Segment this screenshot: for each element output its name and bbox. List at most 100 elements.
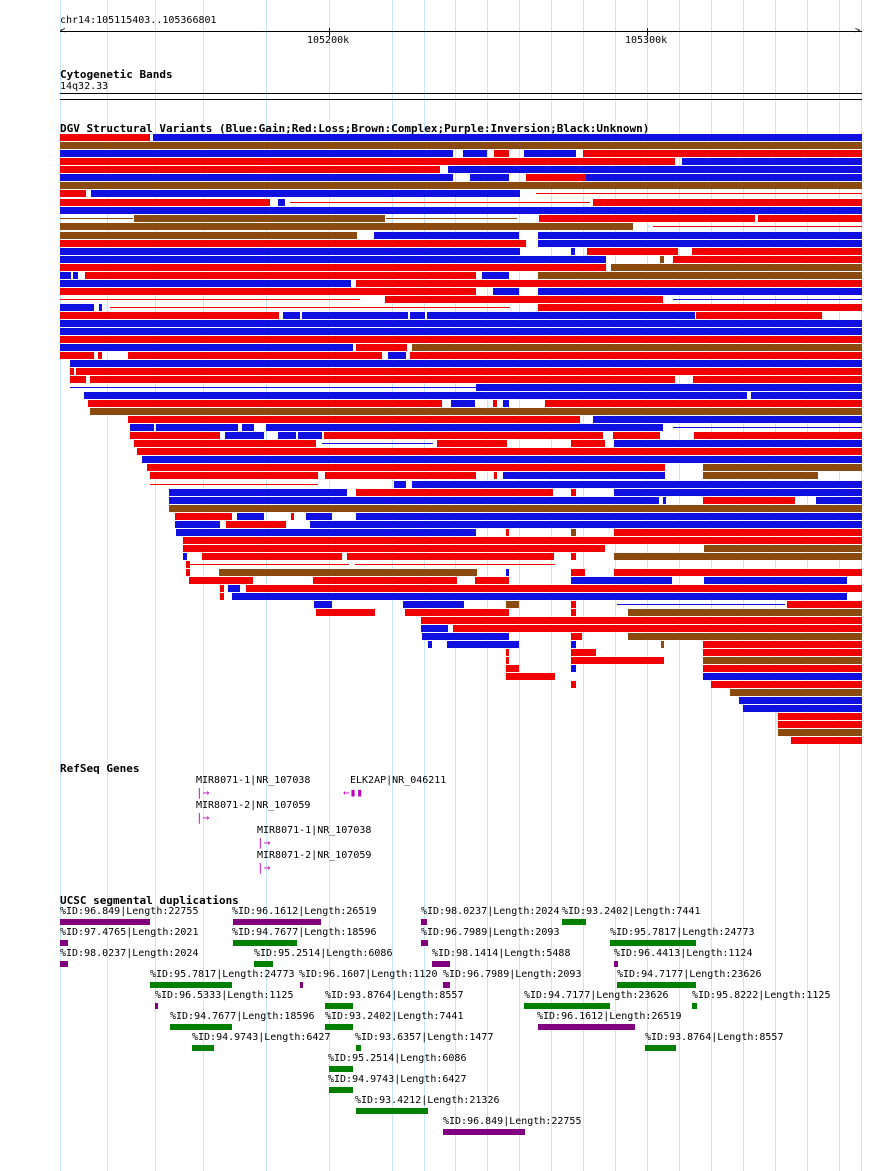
- sv-gain-feature[interactable]: [91, 190, 520, 197]
- sv-complex-feature[interactable]: [703, 464, 862, 471]
- sv-loss-feature[interactable]: [290, 202, 590, 203]
- sv-loss-feature[interactable]: [778, 713, 862, 720]
- sv-complex-feature[interactable]: [60, 223, 633, 230]
- sv-loss-feature[interactable]: [539, 215, 755, 222]
- sv-loss-feature[interactable]: [60, 190, 86, 197]
- sv-loss-feature[interactable]: [60, 299, 360, 300]
- sv-loss-feature[interactable]: [703, 649, 862, 656]
- sv-gain-feature[interactable]: [278, 432, 296, 439]
- sv-loss-feature[interactable]: [134, 440, 316, 447]
- sv-loss-feature[interactable]: [421, 617, 862, 624]
- sv-loss-feature[interactable]: [583, 150, 862, 157]
- sv-loss-feature[interactable]: [593, 199, 862, 206]
- segdup-label[interactable]: %ID:94.9743|Length:6427: [192, 1032, 331, 1043]
- sv-loss-feature[interactable]: [60, 240, 526, 247]
- sv-loss-feature[interactable]: [506, 649, 509, 656]
- segdup-label[interactable]: %ID:97.4765|Length:2021: [60, 927, 199, 938]
- sv-gain-feature[interactable]: [156, 424, 238, 431]
- sv-loss-feature[interactable]: [692, 248, 862, 255]
- sv-gain-feature[interactable]: [451, 400, 475, 407]
- sv-gain-feature[interactable]: [751, 392, 862, 399]
- sv-gain-feature[interactable]: [538, 232, 862, 239]
- sv-gain-feature[interactable]: [306, 513, 332, 520]
- segdup-feature[interactable]: [356, 1045, 361, 1051]
- segdup-feature[interactable]: [192, 1045, 214, 1051]
- sv-loss-feature[interactable]: [571, 440, 605, 447]
- sv-gain-feature[interactable]: [503, 400, 509, 407]
- sv-loss-feature[interactable]: [98, 352, 102, 359]
- sv-gain-feature[interactable]: [463, 150, 487, 157]
- sv-loss-feature[interactable]: [696, 312, 822, 319]
- segdup-label[interactable]: %ID:96.849|Length:22755: [60, 906, 199, 917]
- sv-loss-feature[interactable]: [614, 569, 862, 576]
- sv-gain-feature[interactable]: [266, 424, 663, 431]
- sv-gain-feature[interactable]: [60, 207, 862, 214]
- sv-complex-feature[interactable]: [169, 505, 862, 512]
- sv-loss-feature[interactable]: [291, 513, 294, 520]
- sv-loss-feature[interactable]: [60, 199, 270, 206]
- sv-loss-feature[interactable]: [703, 641, 862, 648]
- sv-complex-feature[interactable]: [778, 729, 862, 736]
- segdup-feature[interactable]: [356, 1108, 428, 1114]
- sv-loss-feature[interactable]: [703, 497, 795, 504]
- segdup-feature[interactable]: [329, 1087, 353, 1093]
- sv-complex-feature[interactable]: [611, 264, 862, 271]
- sv-loss-feature[interactable]: [186, 561, 190, 568]
- sv-complex-feature[interactable]: [730, 689, 862, 696]
- sv-gain-feature[interactable]: [70, 387, 862, 388]
- sv-loss-feature[interactable]: [571, 553, 576, 560]
- sv-loss-feature[interactable]: [190, 564, 349, 565]
- sv-loss-feature[interactable]: [85, 272, 476, 279]
- segdup-feature[interactable]: [60, 961, 68, 967]
- sv-loss-feature[interactable]: [60, 288, 476, 295]
- sv-complex-feature[interactable]: [219, 569, 477, 576]
- sv-loss-feature[interactable]: [693, 376, 862, 383]
- segdup-label[interactable]: %ID:96.5333|Length:1125: [155, 990, 294, 1001]
- segdup-label[interactable]: %ID:94.7677|Length:18596: [170, 1011, 315, 1022]
- sv-gain-feature[interactable]: [310, 521, 862, 528]
- sv-gain-feature[interactable]: [663, 497, 666, 504]
- sv-loss-feature[interactable]: [60, 134, 150, 141]
- segdup-feature[interactable]: [421, 919, 427, 925]
- sv-complex-feature[interactable]: [60, 182, 862, 189]
- sv-loss-feature[interactable]: [791, 737, 862, 744]
- sv-loss-feature[interactable]: [494, 150, 509, 157]
- sv-loss-feature[interactable]: [220, 585, 224, 592]
- sv-loss-feature[interactable]: [778, 721, 862, 728]
- sv-gain-feature[interactable]: [656, 456, 693, 463]
- sv-gain-feature[interactable]: [374, 232, 519, 239]
- sv-gain-feature[interactable]: [169, 489, 347, 496]
- segdup-feature[interactable]: [233, 919, 321, 925]
- sv-loss-feature[interactable]: [571, 633, 582, 640]
- sv-gain-feature[interactable]: [571, 665, 576, 672]
- sv-complex-feature[interactable]: [506, 601, 519, 608]
- sv-gain-feature[interactable]: [538, 288, 862, 295]
- sv-loss-feature[interactable]: [246, 585, 862, 592]
- gene-glyph-icon[interactable]: |→: [257, 836, 271, 849]
- sv-gain-feature[interactable]: [176, 529, 476, 536]
- sv-complex-feature[interactable]: [412, 344, 862, 351]
- sv-loss-feature[interactable]: [437, 440, 507, 447]
- sv-loss-feature[interactable]: [355, 564, 555, 565]
- sv-loss-feature[interactable]: [536, 193, 862, 194]
- sv-loss-feature[interactable]: [545, 400, 862, 407]
- sv-gain-feature[interactable]: [739, 697, 862, 704]
- sv-complex-feature[interactable]: [704, 545, 862, 552]
- sv-complex-feature[interactable]: [703, 657, 862, 664]
- sv-loss-feature[interactable]: [494, 472, 497, 479]
- sv-loss-feature[interactable]: [694, 432, 862, 439]
- sv-gain-feature[interactable]: [816, 497, 862, 504]
- segdup-feature[interactable]: [60, 919, 150, 925]
- sv-gain-feature[interactable]: [183, 553, 187, 560]
- sv-gain-feature[interactable]: [237, 513, 264, 520]
- sv-loss-feature[interactable]: [60, 336, 862, 343]
- gene-label-mir8071-2[interactable]: MIR8071-2|NR_107059: [196, 800, 311, 811]
- sv-loss-feature[interactable]: [90, 376, 675, 383]
- segdup-label[interactable]: %ID:96.849|Length:22755: [443, 1116, 582, 1127]
- sv-loss-feature[interactable]: [130, 432, 220, 439]
- sv-loss-feature[interactable]: [711, 681, 862, 688]
- segdup-label[interactable]: %ID:98.0237|Length:2024: [421, 906, 560, 917]
- sv-loss-feature[interactable]: [70, 368, 74, 375]
- sv-gain-feature[interactable]: [586, 174, 862, 181]
- sv-gain-feature[interactable]: [673, 427, 862, 428]
